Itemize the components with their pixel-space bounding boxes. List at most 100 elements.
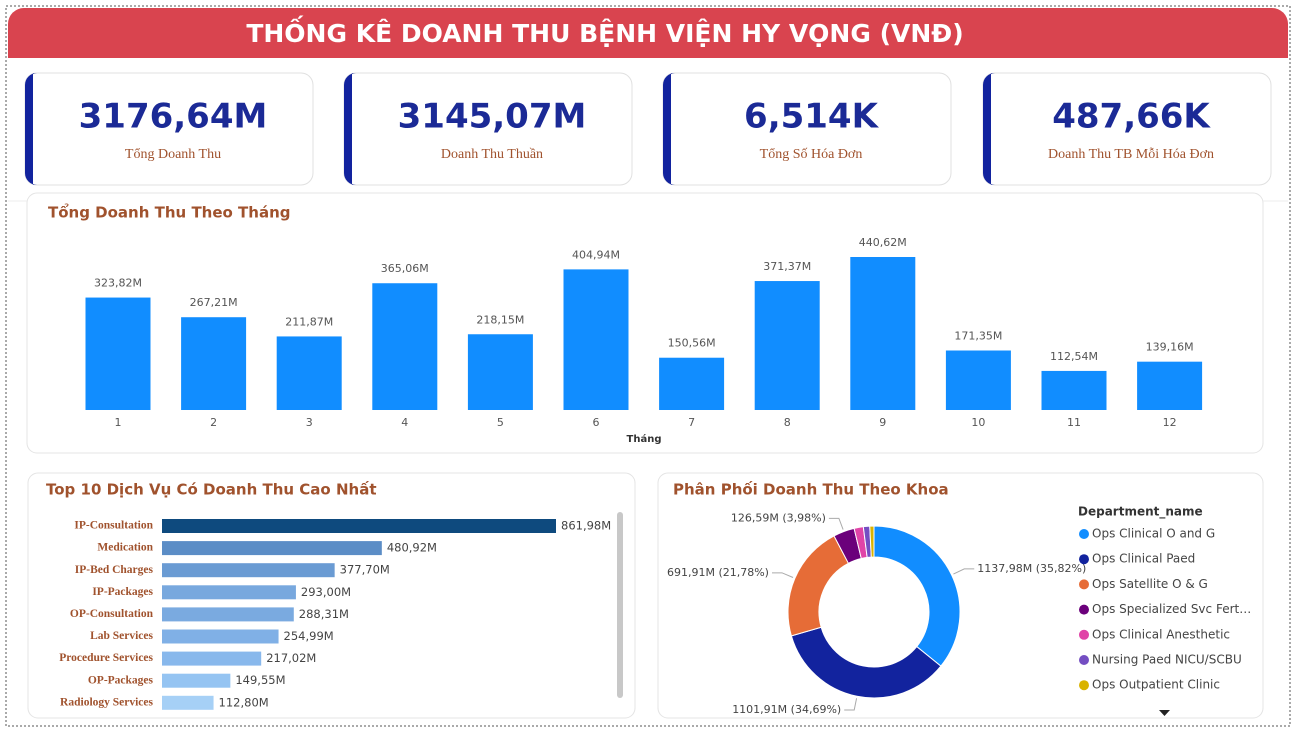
data-label: 1101,91M (34,69%) bbox=[732, 703, 841, 716]
x-tick-label: 1 bbox=[115, 416, 122, 429]
data-label: 288,31M bbox=[299, 607, 349, 621]
data-label: 149,55M bbox=[235, 673, 285, 687]
legend-label: Ops Outpatient Clinic bbox=[1092, 678, 1220, 692]
data-label: 480,92M bbox=[387, 541, 437, 555]
data-label: 218,15M bbox=[476, 313, 524, 326]
kpi-value: 487,66K bbox=[1052, 97, 1211, 137]
x-tick-label: 4 bbox=[401, 416, 408, 429]
kpi-label: Tổng Số Hóa Đơn bbox=[760, 147, 863, 162]
bar bbox=[945, 350, 1011, 410]
data-label: 861,98M bbox=[561, 519, 611, 533]
x-tick-label: 6 bbox=[593, 416, 600, 429]
bar bbox=[181, 317, 247, 410]
leader-line bbox=[953, 568, 975, 575]
header-bar bbox=[8, 8, 1288, 58]
legend-swatch bbox=[1079, 554, 1089, 565]
bar bbox=[1137, 361, 1203, 410]
data-label: 171,35M bbox=[954, 330, 1002, 343]
data-label: 139,16M bbox=[1146, 341, 1194, 354]
legend-swatch bbox=[1079, 655, 1089, 665]
bar bbox=[162, 541, 382, 556]
data-label: 377,70M bbox=[340, 563, 390, 577]
y-tick-label: IP-Packages bbox=[92, 586, 153, 598]
data-label: 371,37M bbox=[763, 260, 811, 273]
y-tick-label: Radiology Services bbox=[60, 696, 153, 708]
data-label: 691,91M (21,78%) bbox=[667, 566, 769, 579]
data-label: 323,82M bbox=[94, 277, 142, 290]
donut-slice bbox=[790, 626, 942, 699]
kpi-label: Doanh Thu TB Mỗi Hóa Đơn bbox=[1048, 147, 1214, 162]
x-tick-label: 9 bbox=[879, 416, 886, 429]
bar bbox=[162, 673, 231, 688]
legend-label: Ops Clinical Anesthetic bbox=[1092, 627, 1230, 641]
y-tick-label: IP-Bed Charges bbox=[75, 564, 154, 576]
y-tick-label: Procedure Services bbox=[59, 652, 153, 664]
bar bbox=[162, 651, 262, 666]
legend-scroll-arrow[interactable] bbox=[1159, 710, 1170, 716]
legend-swatch bbox=[1079, 579, 1089, 590]
data-label: 150,56M bbox=[668, 337, 716, 350]
data-label: 440,62M bbox=[859, 236, 907, 249]
kpi-value: 6,514K bbox=[744, 97, 880, 137]
donut-slice bbox=[869, 525, 875, 558]
scrollbar[interactable] bbox=[617, 512, 623, 698]
data-label: 126,59M (3,98%) bbox=[731, 511, 826, 524]
bar bbox=[162, 585, 296, 600]
bar bbox=[162, 563, 335, 578]
data-label: 267,21M bbox=[190, 296, 238, 309]
legend-swatch bbox=[1079, 680, 1089, 691]
header-title: THỐNG KÊ DOANH THU BỆNH VIỆN HY VỌNG (VN… bbox=[246, 15, 963, 48]
bar bbox=[162, 607, 294, 622]
x-tick-label: 7 bbox=[688, 416, 695, 429]
y-tick-label: Lab Services bbox=[90, 630, 153, 642]
bar bbox=[467, 334, 533, 410]
data-label: 211,87M bbox=[285, 315, 333, 328]
x-tick-label: 11 bbox=[1067, 416, 1081, 429]
data-label: 254,99M bbox=[284, 629, 334, 643]
x-tick-label: 10 bbox=[971, 416, 985, 429]
bar bbox=[1041, 370, 1107, 410]
legend-label: Ops Specialized Svc Fert… bbox=[1092, 602, 1251, 616]
legend-swatch bbox=[1079, 629, 1089, 640]
y-tick-label: IP-Consultation bbox=[74, 520, 153, 532]
kpi-value: 3145,07M bbox=[398, 97, 587, 137]
bar bbox=[850, 257, 916, 410]
bar bbox=[276, 336, 342, 410]
legend-swatch bbox=[1079, 604, 1089, 615]
kpi-accent bbox=[663, 73, 675, 185]
bar bbox=[659, 357, 725, 410]
legend-label: Ops Satellite O & G bbox=[1092, 577, 1208, 591]
bar bbox=[563, 269, 629, 410]
data-label: 293,00M bbox=[301, 585, 351, 599]
data-label: 217,02M bbox=[266, 651, 316, 665]
data-label: 112,80M bbox=[219, 695, 269, 709]
kpi-accent bbox=[25, 73, 37, 185]
bar bbox=[162, 519, 556, 533]
x-tick-label: 2 bbox=[210, 416, 217, 429]
legend-title: Department_name bbox=[1078, 505, 1203, 520]
chart-title: Phân Phối Doanh Thu Theo Khoa bbox=[673, 480, 949, 499]
x-tick-label: 12 bbox=[1163, 416, 1177, 429]
legend-swatch bbox=[1079, 529, 1089, 539]
leader-line bbox=[828, 517, 844, 530]
kpi-label: Tổng Doanh Thu bbox=[125, 147, 221, 162]
kpi-accent bbox=[344, 73, 356, 185]
chart-title: Tổng Doanh Thu Theo Tháng bbox=[48, 203, 291, 222]
data-label: 112,54M bbox=[1050, 350, 1098, 363]
legend-label: Nursing Paed NICU/SCBU bbox=[1092, 653, 1242, 667]
legend-label: Ops Clinical O and G bbox=[1092, 527, 1215, 541]
donut-slice bbox=[873, 525, 961, 667]
x-tick-label: 5 bbox=[497, 416, 504, 429]
bar bbox=[372, 283, 438, 410]
kpi-value: 3176,64M bbox=[79, 97, 268, 137]
page-border bbox=[5, 5, 1291, 727]
x-tick-label: 3 bbox=[306, 416, 313, 429]
data-label: 1137,98M (35,82%) bbox=[977, 562, 1086, 575]
bar bbox=[85, 297, 151, 410]
leader-line bbox=[771, 572, 794, 578]
bar bbox=[754, 281, 820, 410]
bar bbox=[162, 695, 214, 710]
x-axis-label: Tháng bbox=[627, 433, 662, 445]
kpi-label: Doanh Thu Thuần bbox=[441, 147, 543, 162]
